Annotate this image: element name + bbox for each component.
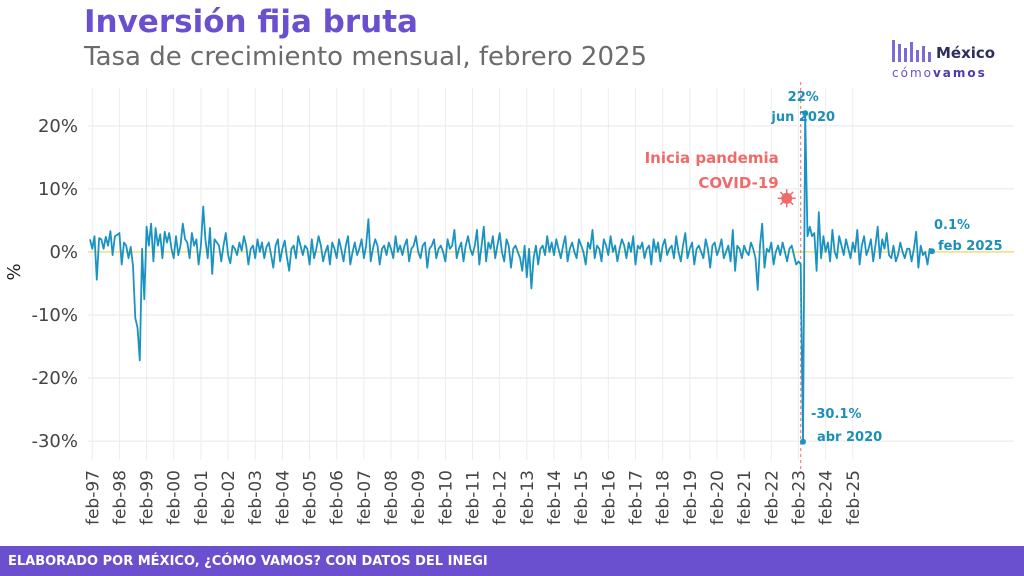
x-tick-label: feb-99 <box>138 470 158 525</box>
peak-date-label: jun 2020 <box>770 110 835 125</box>
x-tick-label: feb-25 <box>844 470 864 525</box>
pandemic-marker: Inicia pandemia COVID-19 <box>645 82 802 470</box>
chart-subtitle: Tasa de crecimiento mensual, febrero 202… <box>84 42 648 72</box>
grid <box>88 88 1014 460</box>
chart-title: Inversión fija bruta <box>84 4 418 40</box>
y-axis-label: % <box>4 263 25 280</box>
x-tick-label: feb-23 <box>789 470 809 525</box>
series-line <box>89 112 933 443</box>
last-date-label: feb 2025 <box>938 239 1003 254</box>
y-tick-label: 0% <box>49 242 78 263</box>
trough-date-label: abr 2020 <box>817 430 882 445</box>
x-tick-label: feb-09 <box>409 470 429 525</box>
trough-point <box>799 438 806 445</box>
y-tick-label: 20% <box>38 116 78 137</box>
line-chart: 20%10%0%-10%-20%-30% feb-97 feb-98 feb-99 f… <box>4 82 1014 525</box>
x-tick-label: feb-20 <box>708 470 728 525</box>
last-value-label: 0.1% <box>934 218 970 233</box>
annotations: 22% jun 2020 -30.1% abr 2020 0.1% feb 2025 <box>770 90 1002 445</box>
x-tick-label: feb-00 <box>165 470 185 525</box>
peak-point <box>802 110 809 117</box>
y-tick-label: 10% <box>38 179 78 200</box>
pandemic-label-line2: COVID-19 <box>698 174 778 192</box>
x-tick-label: feb-17 <box>626 470 646 525</box>
x-tick-label: feb-13 <box>518 470 538 525</box>
x-tick-label: feb-12 <box>491 470 511 525</box>
last-point <box>929 248 935 255</box>
x-tick-label: feb-06 <box>328 470 348 525</box>
peak-value-label: 22% <box>788 90 819 105</box>
footer-bar: ELABORADO POR MÉXICO, ¿CÓMO VAMOS? CON D… <box>0 546 1024 576</box>
x-tick-label: feb-97 <box>83 470 103 525</box>
x-tick-label: feb-22 <box>762 470 782 525</box>
logo-text-como-vamos: cómovamos <box>892 66 987 80</box>
x-tick-label: feb-03 <box>246 470 266 525</box>
logo-text-mexico: México <box>936 44 996 62</box>
x-tick-label: feb-07 <box>355 470 375 525</box>
x-tick-label: feb-04 <box>273 470 293 525</box>
x-tick-label: feb-15 <box>572 470 592 525</box>
x-tick-label: feb-05 <box>301 470 321 525</box>
x-tick-label: feb-21 <box>735 470 755 525</box>
x-tick-label: feb-98 <box>110 470 130 525</box>
y-tick-label: -10% <box>31 305 78 326</box>
x-tick-label: feb-24 <box>817 470 837 525</box>
virus-icon <box>781 192 793 204</box>
x-tick-label: feb-14 <box>545 470 565 525</box>
x-tick-label: feb-11 <box>464 470 484 525</box>
x-tick-label: feb-19 <box>681 470 701 525</box>
footer-source-text: ELABORADO POR MÉXICO, ¿CÓMO VAMOS? CON D… <box>8 554 488 569</box>
y-tick-label: -20% <box>31 368 78 389</box>
x-tick-label: feb-18 <box>654 470 674 525</box>
mexico-como-vamos-logo: México cómovamos <box>890 24 1010 84</box>
pandemic-label-line1: Inicia pandemia <box>645 149 779 167</box>
y-tick-label: -30% <box>31 431 78 452</box>
x-tick-label: feb-08 <box>382 470 402 525</box>
x-tick-label: feb-01 <box>192 470 212 525</box>
x-tick-label: feb-10 <box>436 470 456 525</box>
y-tick-labels: 20% 10% 0% -10% -20% -30% <box>31 116 78 452</box>
series-polyline <box>89 112 933 443</box>
x-tick-label: feb-16 <box>599 470 619 525</box>
x-tick-label: feb-02 <box>219 470 239 525</box>
x-tick-labels: feb-97 feb-98 feb-99 feb-00 feb-01 feb-02 feb-… <box>83 470 864 525</box>
trough-value-label: -30.1% <box>811 407 862 422</box>
